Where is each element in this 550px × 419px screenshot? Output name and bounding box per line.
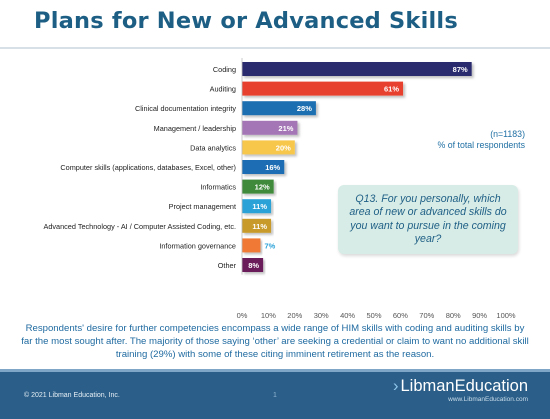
x-tick-label-10: 90% xyxy=(472,311,487,320)
x-tick-label-2: 10% xyxy=(261,311,276,320)
brand-name-light: Education xyxy=(454,377,528,395)
x-tick-label-11: 100% xyxy=(496,311,516,320)
category-label-1: Coding xyxy=(213,65,236,74)
bar-3 xyxy=(242,101,316,116)
brand-url: www.LibmanEducation.com xyxy=(448,396,528,403)
sample-size-note: (n=1183) xyxy=(490,129,525,139)
x-tick-label-9: 80% xyxy=(446,311,461,320)
x-tick-label-1: 0% xyxy=(237,311,248,320)
question-box: Q13. For you personally, which area of n… xyxy=(338,185,518,254)
bar-11 xyxy=(242,258,264,272)
category-label-8: Project management xyxy=(169,202,236,211)
title-divider xyxy=(0,47,550,49)
category-label-7: Informatics xyxy=(200,183,236,192)
category-label-10: Information governance xyxy=(159,241,236,250)
category-label-4: Management / leadership xyxy=(154,124,236,133)
brand-name-bold: Libman xyxy=(400,377,455,395)
category-label-5: Data analytics xyxy=(190,143,236,152)
brand-logo: › LibmanEducation www.LibmanEducation.com xyxy=(393,377,528,404)
question-text: Q13. For you personally, which area of n… xyxy=(349,192,507,246)
category-label-11: Other xyxy=(218,261,237,270)
chart-annotation: (n=1183) % of total respondents xyxy=(437,129,525,151)
value-label-9: 11% xyxy=(252,222,267,231)
footer-bar: © 2021 Libman Education, Inc. 1 › LibmanE… xyxy=(0,369,550,419)
bar-2 xyxy=(242,81,404,96)
category-label-6: Computer skills (applications, databases… xyxy=(60,163,236,172)
value-label-2: 61% xyxy=(384,85,399,94)
value-label-5: 20% xyxy=(276,143,291,152)
measure-note: % of total respondents xyxy=(437,140,525,150)
bar-9 xyxy=(242,218,272,233)
x-tick-label-3: 20% xyxy=(287,311,302,320)
value-label-11: 8% xyxy=(248,261,259,270)
bar-10 xyxy=(242,238,261,253)
value-label-3: 28% xyxy=(297,104,312,113)
bar-8 xyxy=(242,199,272,214)
bar-1 xyxy=(242,62,472,76)
x-tick-label-5: 40% xyxy=(340,311,355,320)
bar-4 xyxy=(242,120,298,135)
value-label-10: 7% xyxy=(264,241,275,250)
value-label-4: 21% xyxy=(278,124,293,133)
value-label-6: 16% xyxy=(265,163,280,172)
brand-chevron-icon: › xyxy=(392,377,399,395)
copyright-text: © 2021 Libman Education, Inc. xyxy=(24,392,120,399)
bar-5 xyxy=(242,140,295,155)
x-tick-label-4: 30% xyxy=(314,311,329,320)
bar-chart: Coding 87% Auditing 61% Clinical documentati… xyxy=(43,58,516,320)
bar-7 xyxy=(242,179,274,194)
x-tick-label-6: 50% xyxy=(366,311,381,320)
category-label-2: Auditing xyxy=(210,85,236,94)
category-label-3: Clinical documentation integrity xyxy=(135,104,236,113)
value-label-7: 12% xyxy=(255,183,270,192)
summary-text: Respondents' desire for further competen… xyxy=(21,323,529,360)
bar-6 xyxy=(242,160,285,174)
value-label-8: 11% xyxy=(252,202,267,211)
x-tick-label-8: 70% xyxy=(419,311,434,320)
category-label-9: Advanced Technology - AI / Computer Assi… xyxy=(43,222,236,231)
value-label-1: 87% xyxy=(453,65,468,74)
page-number: 1 xyxy=(273,392,277,399)
x-tick-label-7: 60% xyxy=(393,311,408,320)
slide-title: Plans for New or Advanced Skills xyxy=(34,8,458,34)
